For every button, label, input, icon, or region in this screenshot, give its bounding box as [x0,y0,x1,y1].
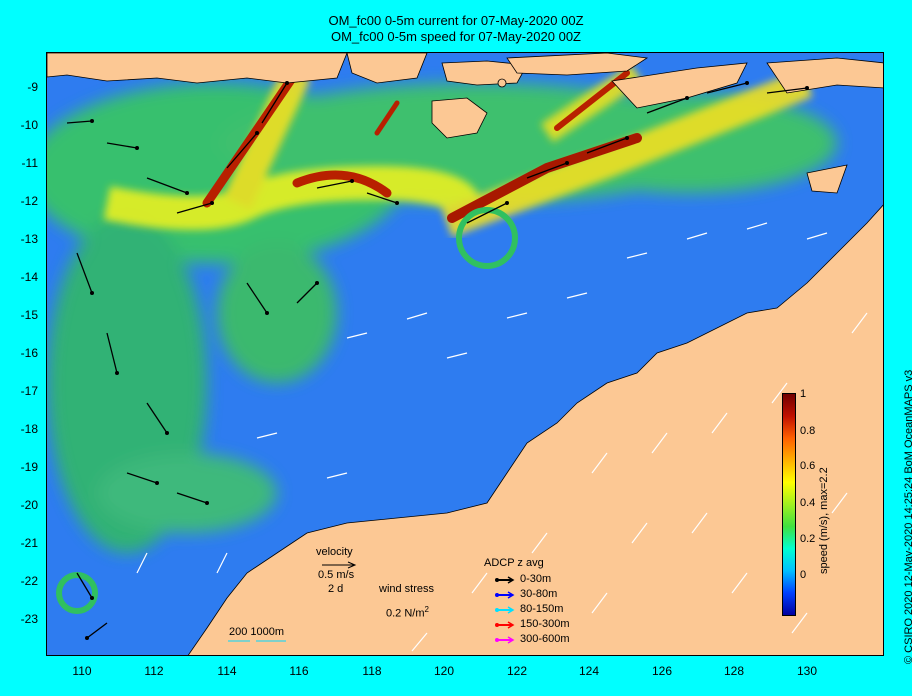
wind-stress-label: wind stress [379,583,435,595]
lat-label: -17 [20,384,38,398]
current-arrowheads-strong [85,81,809,640]
lon-label: 124 [578,664,600,678]
map-title-current: OM_fc00 0-5m current for 07-May-2020 00Z [328,13,584,28]
lat-label: -14 [20,270,38,284]
colorbar-tick: 0.6 [800,460,816,472]
adcp-legend-item-label: 80-150m [520,603,564,615]
velocity-scale-value: 0.5 m/s [318,569,355,581]
lat-label: -18 [20,422,38,436]
lon-label: 116 [289,664,309,678]
adcp-color-arrow-icon [495,621,515,629]
lon-label: 112 [144,664,164,678]
lon-label: 114 [217,664,237,678]
copyright-timestamp: © CSIRO 2020 12-May-2020 14:25:24 BoM Oc… [903,369,912,664]
map-title-speed: OM_fc00 0-5m speed for 07-May-2020 00Z [330,29,581,44]
colorbar-tick: 0.8 [800,425,816,437]
adcp-legend-item-label: 0-30m [520,573,552,585]
velocity-legend-label: velocity [316,546,353,558]
wind-stress-units: 0.2 N/m [386,607,425,620]
colorbar-label: speed (m/s), max=2.2 [818,467,830,574]
indonesian-islands [47,53,883,194]
colorbar-tick: 0 [800,569,807,581]
adcp-color-arrow-icon [495,591,515,599]
adcp-color-arrow-icon [495,576,515,584]
lat-label: -9 [27,80,38,94]
adcp-legend-title: ADCP z avg [484,557,544,569]
eddy-features [56,207,518,614]
colorbar-tick: 1 [800,388,807,400]
lat-label: -19 [20,460,38,474]
adcp-color-arrow-icon [495,606,515,614]
velocity-scale-arrow [322,561,357,569]
lat-label: -16 [20,346,38,360]
lat-label: -13 [20,232,38,246]
isobath-legend-lines [228,640,286,642]
ocean-current-map[interactable] [46,52,884,656]
lat-label: -22 [20,574,38,588]
speed-colorbar [782,393,796,616]
velocity-scale-days: 2 d [328,583,344,595]
australia-landmass [187,204,883,655]
lon-label: 126 [651,664,673,678]
current-arrows-weak [136,222,868,652]
lat-label: -23 [20,612,38,626]
current-arrows-strong [66,82,808,639]
wind-stress-exponent: 2 [424,605,429,614]
lon-label: 130 [796,664,818,678]
lon-label: 110 [72,664,92,678]
lon-label: 120 [433,664,455,678]
colorbar-tick: 0.2 [800,533,816,545]
colorbar-tick: 0.4 [800,497,816,509]
lat-label: -21 [20,536,38,550]
lon-label: 128 [723,664,745,678]
lat-label: -11 [21,156,38,170]
adcp-legend-item-label: 150-300m [520,618,570,630]
lon-label: 122 [506,664,528,678]
lat-label: -12 [20,194,38,208]
lon-label: 118 [362,664,382,678]
lat-label: -10 [20,118,38,132]
adcp-legend-item-label: 30-80m [520,588,558,600]
isobath-legend-label: 200 1000m [229,626,285,638]
adcp-legend-item-label: 300-600m [520,633,570,645]
lat-label: -15 [20,308,38,322]
fast-jet-core [202,66,642,223]
adcp-color-arrow-icon [495,636,515,644]
lat-label: -20 [20,498,38,512]
wind-stress-value: 0.2 N/m2 [386,605,429,620]
map-svg [47,53,883,655]
